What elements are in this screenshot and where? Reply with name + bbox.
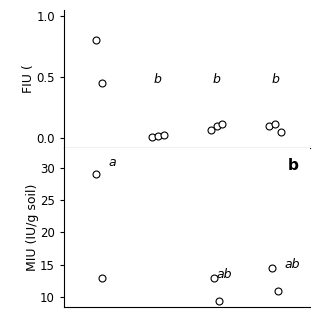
- Text: b: b: [288, 158, 299, 173]
- Text: ab: ab: [217, 268, 232, 281]
- Y-axis label: MIU (IU/g soil): MIU (IU/g soil): [26, 184, 39, 271]
- Text: b: b: [271, 73, 279, 86]
- Y-axis label: FIU (: FIU (: [22, 64, 35, 93]
- Text: a: a: [108, 156, 116, 169]
- Text: ab: ab: [284, 259, 300, 271]
- Text: b: b: [154, 73, 162, 86]
- Text: b: b: [212, 73, 220, 86]
